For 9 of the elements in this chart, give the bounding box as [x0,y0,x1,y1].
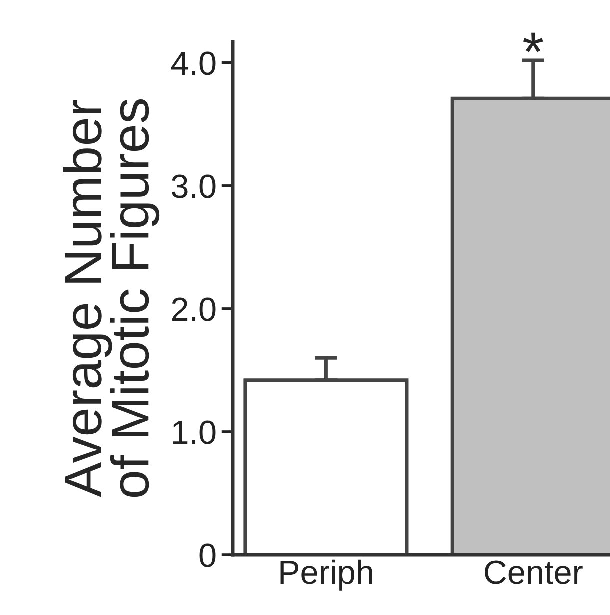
y-tick-label: 4.0 [171,52,216,76]
y-tick-label: 2.0 [172,298,216,322]
x-tick-label: Periph [280,560,372,591]
y-tick-label: 3.0 [172,174,216,198]
x-tick-label: Center [485,560,583,584]
y-axis-title: Average Number of Mitotic Figures [63,99,160,498]
y-tick-label: 1.0 [173,420,216,444]
y-tick-label: 0 [200,544,216,568]
annotation: * [523,32,544,52]
